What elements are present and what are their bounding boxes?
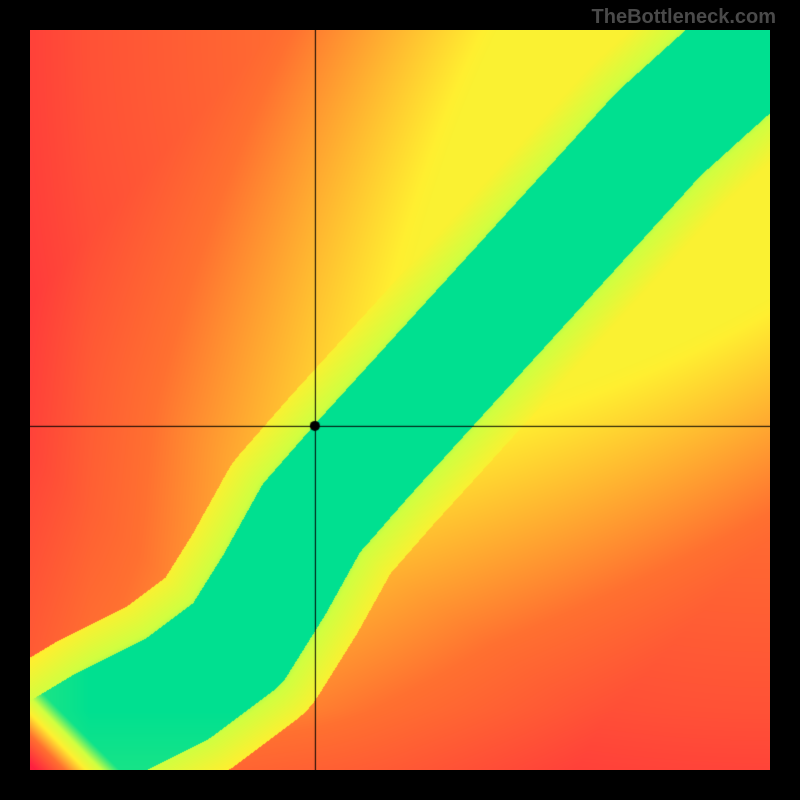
heatmap-chart (30, 30, 770, 770)
watermark-text: TheBottleneck.com (592, 6, 776, 29)
heatmap-canvas (30, 30, 770, 770)
